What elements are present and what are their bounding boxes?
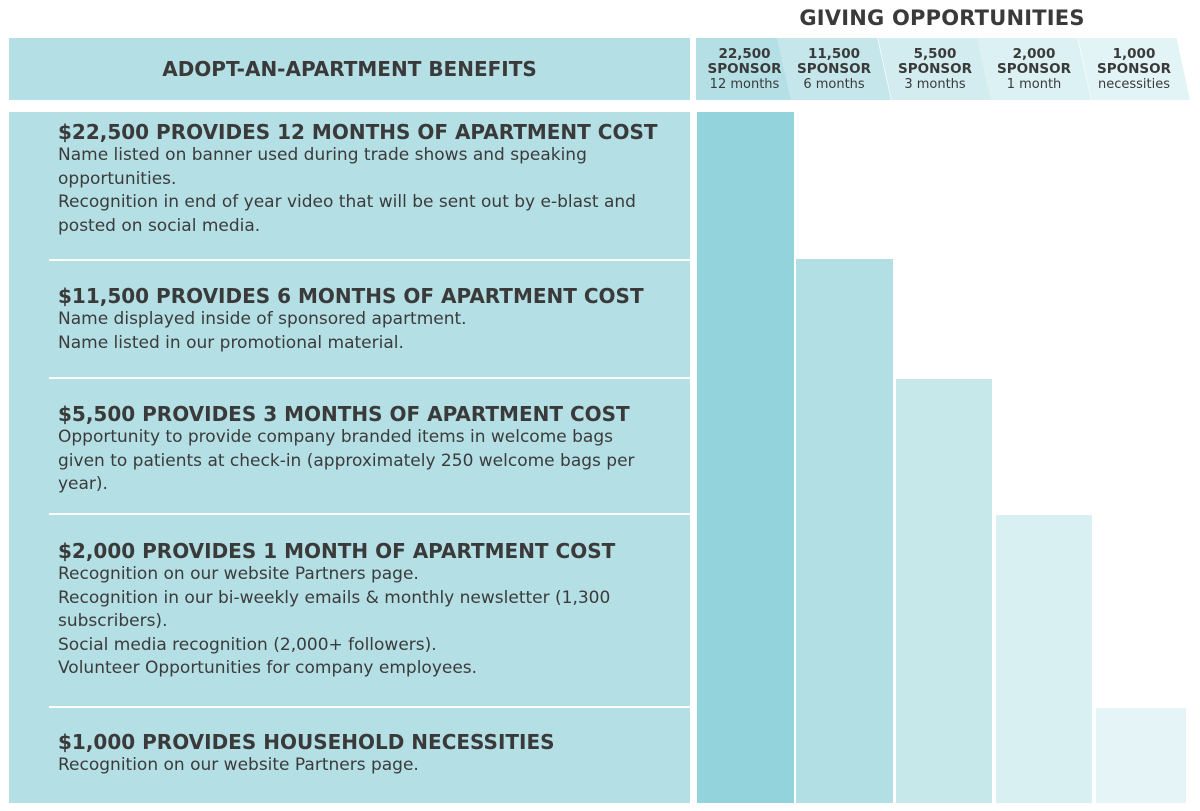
benefit-line: Social media recognition (2,000+ followe… [58,634,437,655]
tier-label: SPONSOR [797,60,871,77]
benefits-header: ADOPT-AN-APARTMENT BENEFITS [9,38,690,100]
tier-amount: 11,500 [807,45,861,62]
benefit-line: Recognition on our website Partners page… [58,564,419,584]
benefit-line: Recognition on our website Partners page… [58,755,419,775]
benefits-panel: $22,500 PROVIDES 12 MONTHS OF APARTMENT … [9,112,690,803]
tier-label: SPONSOR [997,60,1071,77]
benefit-title: $1,000 PROVIDES HOUSEHOLD NECESSITIES [58,730,555,754]
tier-tab-5500: 5,500 SPONSOR 3 months [878,38,992,100]
benefit-line: Name listed on banner used during trade … [58,145,587,165]
tier-sub: 1 month [1006,76,1062,92]
benefit-line: posted on social media. [58,215,261,236]
tier-bar-5500 [896,379,992,803]
benefit-title: $2,000 PROVIDES 1 MONTH OF APARTMENT COS… [58,539,616,563]
benefit-line: opportunities. [58,168,177,189]
tier-label: SPONSOR [707,60,782,77]
tier-tab-2000: 2,000 SPONSOR 1 month [977,38,1091,100]
benefit-row: $22,500 PROVIDES 12 MONTHS OF APARTMENT … [9,120,690,238]
benefit-line: Recognition in end of year video that wi… [58,192,636,212]
tier-bar-22500 [697,112,794,803]
benefit-line: Name displayed inside of sponsored apart… [58,309,467,329]
tier-sub: 12 months [709,76,780,92]
tier-sub: necessities [1097,76,1171,92]
benefit-row: $5,500 PROVIDES 3 MONTHS OF APARTMENT CO… [9,402,690,497]
benefit-row: $2,000 PROVIDES 1 MONTH OF APARTMENT COS… [9,539,690,681]
benefit-title: $11,500 PROVIDES 6 MONTHS OF APARTMENT C… [58,284,644,308]
benefits-header-label: ADOPT-AN-APARTMENT BENEFITS [162,57,537,81]
tier-amount: 2,000 [1012,45,1056,62]
benefit-title: $22,500 PROVIDES 12 MONTHS OF APARTMENT … [58,120,658,144]
benefit-row: $11,500 PROVIDES 6 MONTHS OF APARTMENT C… [9,284,690,355]
benefit-line: year). [58,474,108,494]
tier-bar-2000 [996,515,1092,803]
benefit-line: Name listed in our promotional material. [58,332,404,353]
giving-opportunities-title: GIVING OPPORTUNITIES [799,6,1085,30]
tier-amount: 1,000 [1112,45,1156,62]
benefit-line: given to patients at check-in (approxima… [58,450,635,471]
tier-tab-1000: 1,000 SPONSOR necessities [1078,38,1190,100]
tier-amount: 22,500 [718,45,771,62]
tier-tab-11500: 11,500 SPONSOR 6 months [777,38,891,100]
row-divider [49,377,690,379]
tier-tab-22500: 22,500 SPONSOR 12 months [696,38,793,100]
row-divider [49,259,690,261]
row-divider [49,706,690,708]
benefit-row: $1,000 PROVIDES HOUSEHOLD NECESSITIES Rec… [9,730,690,778]
row-divider [49,513,690,515]
tier-bar-11500 [796,259,893,803]
benefit-line: Opportunity to provide company branded i… [58,427,613,447]
benefit-title: $5,500 PROVIDES 3 MONTHS OF APARTMENT CO… [58,402,630,426]
tier-bar-1000 [1096,708,1186,803]
tier-label: SPONSOR [1097,60,1171,77]
tier-label: SPONSOR [898,60,972,77]
tier-sub: 3 months [904,76,966,92]
benefit-line: Recognition in our bi-weekly emails & mo… [58,587,611,608]
benefit-line: Volunteer Opportunities for company empl… [58,658,478,678]
benefit-line: subscribers). [58,611,168,631]
tier-amount: 5,500 [913,45,957,62]
tier-sub: 6 months [803,76,865,92]
